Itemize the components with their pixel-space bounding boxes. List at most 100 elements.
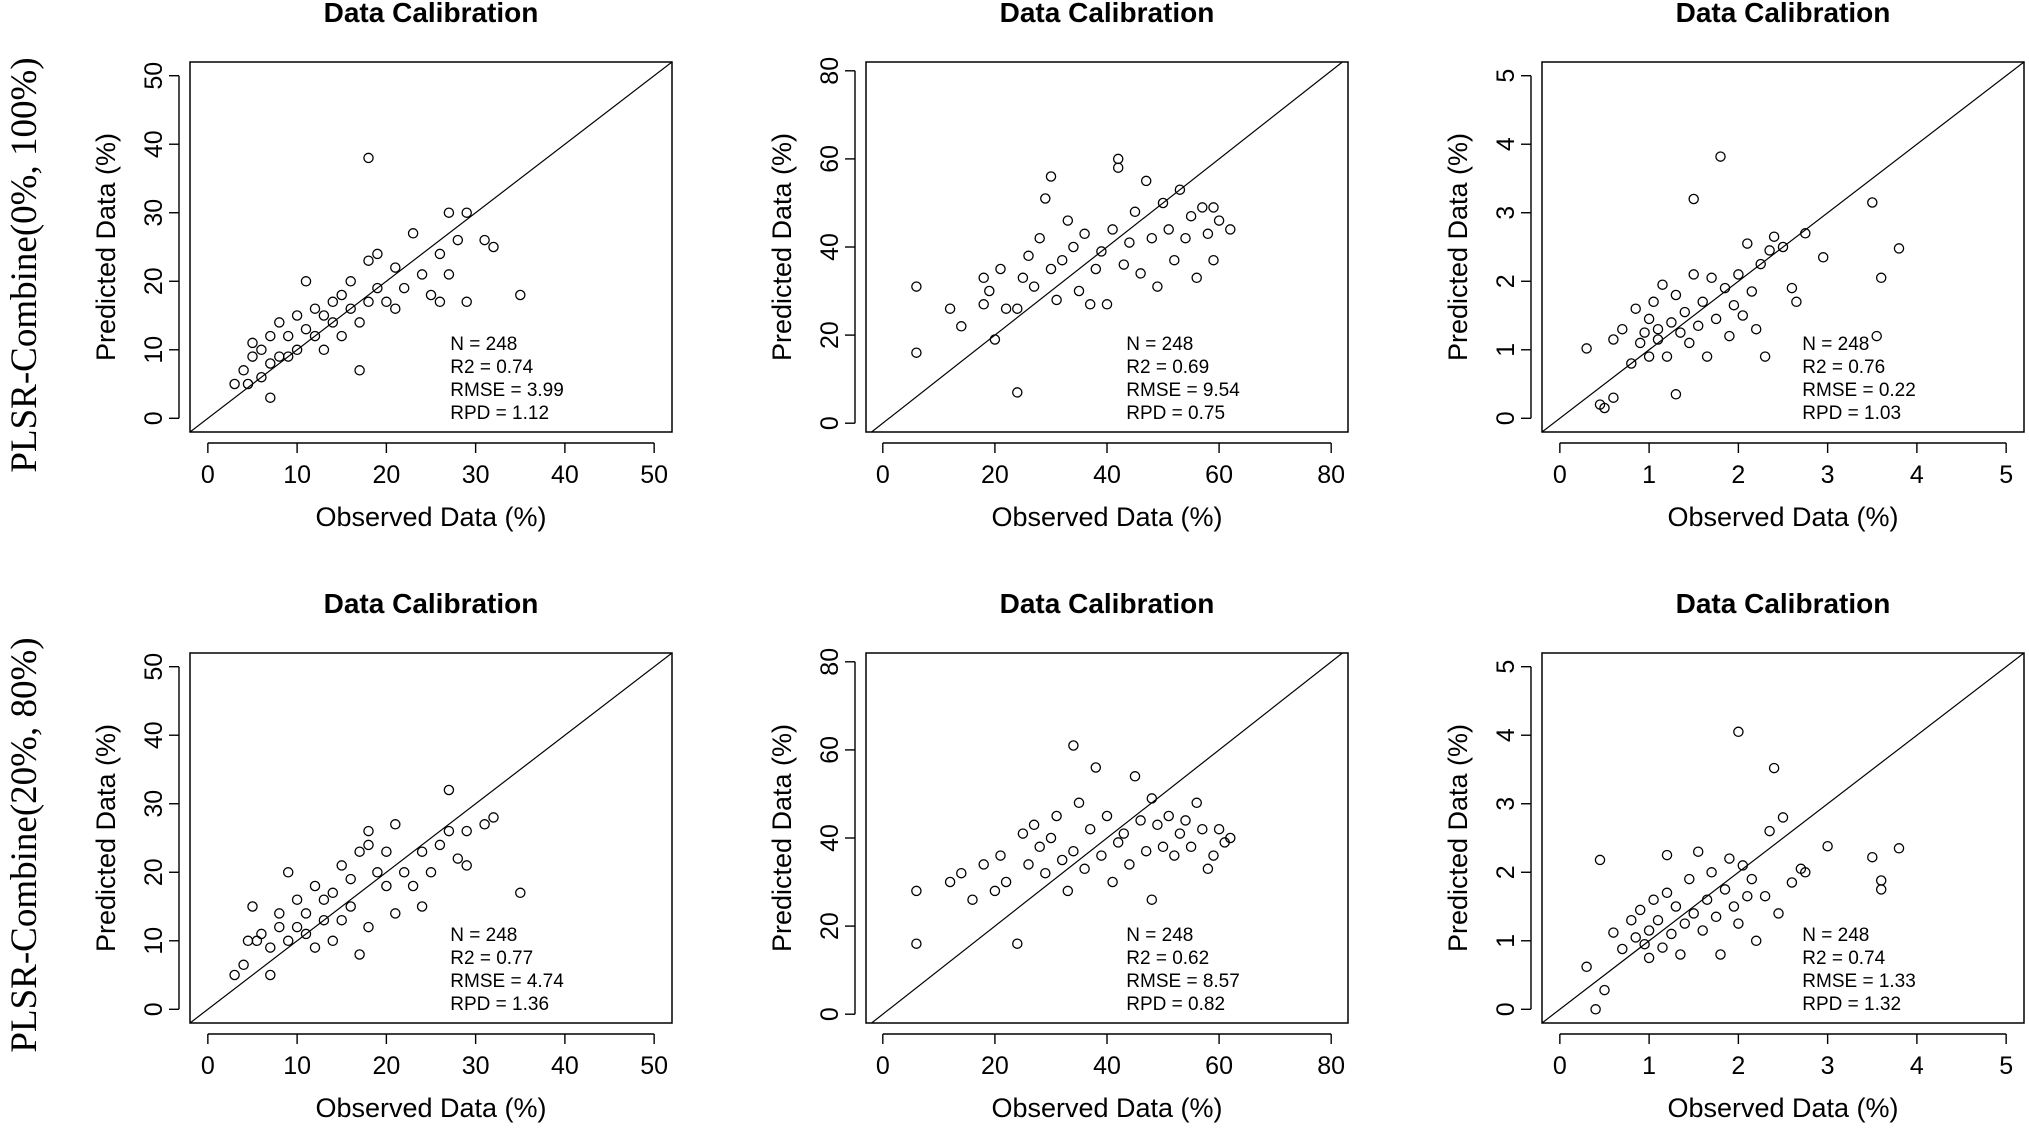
data-point xyxy=(1768,231,1780,242)
data-point xyxy=(274,921,285,933)
data-point xyxy=(989,334,1001,345)
data-point xyxy=(1202,863,1214,875)
data-point xyxy=(265,392,276,403)
data-point xyxy=(434,248,446,260)
stat-line: R2 = 0.74 xyxy=(450,357,533,378)
x-tick-label: 4 xyxy=(1910,461,1924,489)
data-point xyxy=(995,850,1006,861)
data-point xyxy=(1028,819,1040,831)
data-point xyxy=(1073,285,1085,297)
data-point xyxy=(434,839,446,851)
data-point xyxy=(242,378,254,390)
data-point xyxy=(300,908,312,919)
data-point xyxy=(1185,841,1197,853)
data-point xyxy=(1719,884,1731,895)
x-tick-label: 40 xyxy=(1093,1052,1121,1080)
x-tick-label: 80 xyxy=(1317,1052,1345,1080)
data-point xyxy=(1634,904,1646,916)
data-point xyxy=(956,867,967,879)
data-point xyxy=(1867,197,1878,208)
x-tick-label: 1 xyxy=(1642,1052,1656,1080)
x-tick-label: 3 xyxy=(1821,1052,1835,1080)
y-axis-label: Predicted Data (%) xyxy=(767,724,797,952)
data-point xyxy=(1786,877,1798,888)
data-point xyxy=(956,321,967,332)
y-tick-label: 3 xyxy=(1492,206,1520,220)
data-point xyxy=(1643,952,1655,964)
y-axis: 0 20 40 60 80 xyxy=(816,648,856,1021)
data-point xyxy=(1040,193,1051,204)
data-point xyxy=(1073,797,1085,809)
data-point xyxy=(256,928,267,940)
data-point xyxy=(1185,210,1197,222)
data-point xyxy=(479,234,490,246)
one-to-one-line xyxy=(1542,62,2024,432)
data-point xyxy=(1140,175,1152,187)
data-point xyxy=(452,234,464,246)
data-point xyxy=(1017,272,1029,284)
panel-title: Data Calibration xyxy=(1676,588,1891,619)
stat-line: RMSE = 4.74 xyxy=(450,971,564,992)
data-point xyxy=(479,819,490,830)
data-point xyxy=(1124,859,1135,870)
data-point xyxy=(363,296,374,308)
x-tick-label: 10 xyxy=(283,461,311,489)
data-point xyxy=(1617,323,1628,335)
data-point xyxy=(1759,351,1771,362)
data-point xyxy=(1822,840,1833,852)
x-axis: 0 10 20 30 40 50 xyxy=(201,1033,668,1080)
y-tick-label: 40 xyxy=(140,130,168,158)
data-point xyxy=(1023,250,1034,262)
x-tick-label: 0 xyxy=(876,461,890,489)
data-point xyxy=(238,959,249,971)
data-point xyxy=(1715,151,1726,162)
data-point xyxy=(1068,845,1079,857)
data-point xyxy=(1692,846,1704,857)
x-tick-label: 40 xyxy=(551,1052,579,1080)
data-point xyxy=(1875,875,1887,886)
data-point xyxy=(995,263,1006,275)
data-point xyxy=(1626,914,1637,926)
y-tick-label: 0 xyxy=(1492,1002,1520,1016)
data-point xyxy=(1679,306,1691,318)
y-tick-label: 40 xyxy=(816,233,844,261)
data-point xyxy=(390,819,401,830)
data-points xyxy=(1581,151,1905,414)
data-point xyxy=(390,908,401,919)
data-point xyxy=(1051,294,1062,306)
y-tick-label: 20 xyxy=(140,267,168,295)
data-point xyxy=(1666,317,1677,328)
data-point xyxy=(1733,726,1744,738)
x-tick-label: 20 xyxy=(372,1052,400,1080)
data-point xyxy=(1084,823,1096,835)
data-point xyxy=(1661,887,1673,899)
data-point xyxy=(1675,327,1686,338)
one-to-one-line xyxy=(871,653,1343,1023)
data-point xyxy=(229,969,240,981)
data-point xyxy=(488,812,499,823)
data-point xyxy=(1666,928,1677,940)
data-point xyxy=(398,867,410,878)
stat-line: RMSE = 0.22 xyxy=(1802,380,1916,401)
data-point xyxy=(1023,859,1034,870)
data-point xyxy=(1599,984,1610,996)
data-point xyxy=(1777,241,1789,253)
data-point xyxy=(1062,885,1074,897)
data-point xyxy=(1701,351,1713,362)
data-point xyxy=(1101,810,1113,822)
scatter-panel-6: Data Calibration 0 1 2 3 4 5 Observed Data (%) 0… xyxy=(1443,588,2025,1123)
data-point xyxy=(1643,351,1655,362)
data-point xyxy=(1169,254,1180,266)
scatter-panel-3: Data Calibration 0 1 2 3 4 5 Observed Data (%) 0… xyxy=(1443,0,2025,532)
x-axis-label: Observed Data (%) xyxy=(991,502,1222,532)
data-point xyxy=(327,296,339,308)
data-point xyxy=(1697,925,1708,936)
data-point xyxy=(1764,245,1775,256)
scatter-panel-2: Data Calibration 0 20 40 60 80 Observed Data (… xyxy=(767,0,1349,532)
data-point xyxy=(1163,224,1174,235)
y-tick-label: 0 xyxy=(816,416,844,430)
x-tick-label: 3 xyxy=(1821,461,1835,489)
y-tick-label: 10 xyxy=(140,336,168,364)
